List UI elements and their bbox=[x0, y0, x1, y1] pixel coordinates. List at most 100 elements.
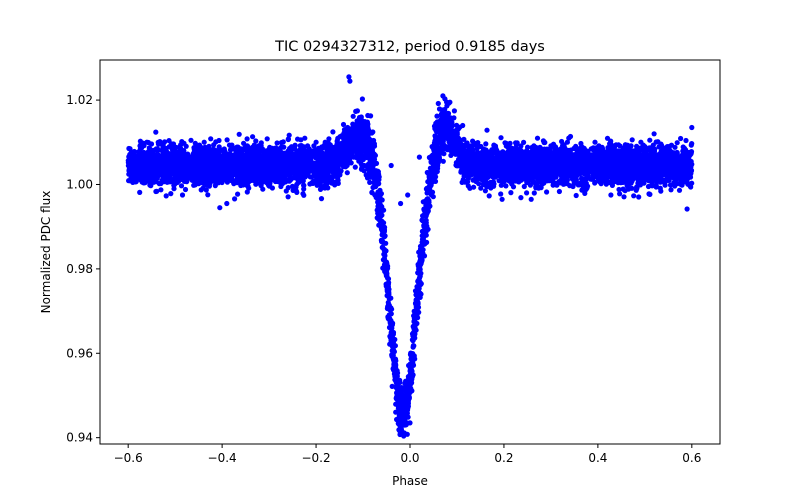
data-point bbox=[629, 137, 635, 143]
data-point bbox=[667, 182, 674, 188]
data-point bbox=[145, 139, 151, 146]
data-point bbox=[411, 353, 417, 359]
data-point bbox=[168, 191, 174, 197]
data-point bbox=[420, 213, 426, 219]
data-point bbox=[367, 179, 373, 185]
data-point bbox=[617, 191, 623, 197]
data-point bbox=[604, 135, 611, 141]
data-point bbox=[556, 188, 563, 195]
data-point bbox=[188, 137, 194, 143]
data-point bbox=[264, 136, 270, 142]
data-point bbox=[232, 196, 238, 202]
data-point bbox=[620, 186, 626, 192]
data-point bbox=[198, 187, 204, 193]
data-point bbox=[178, 183, 185, 189]
data-point bbox=[498, 135, 504, 141]
data-point bbox=[678, 135, 684, 142]
data-point bbox=[616, 186, 622, 193]
data-point bbox=[153, 129, 159, 135]
data-point bbox=[609, 182, 616, 188]
data-point bbox=[330, 129, 336, 135]
data-point bbox=[531, 143, 537, 149]
data-point bbox=[344, 170, 350, 176]
data-point bbox=[434, 113, 440, 119]
data-point bbox=[462, 178, 468, 185]
data-point bbox=[651, 131, 657, 137]
data-point bbox=[499, 196, 505, 202]
data-point bbox=[444, 103, 450, 109]
data-point bbox=[631, 193, 637, 199]
data-point bbox=[171, 186, 177, 192]
data-point bbox=[647, 137, 653, 143]
data-point bbox=[181, 140, 187, 146]
data-point bbox=[324, 147, 330, 154]
data-point bbox=[391, 343, 397, 349]
data-point bbox=[295, 136, 301, 142]
data-point bbox=[461, 136, 467, 142]
data-point bbox=[683, 137, 689, 144]
data-point bbox=[390, 352, 396, 358]
data-point bbox=[608, 192, 614, 198]
data-point bbox=[435, 100, 441, 107]
data-point bbox=[657, 185, 663, 191]
data-point bbox=[440, 158, 446, 164]
data-point bbox=[507, 140, 513, 146]
data-point bbox=[508, 190, 514, 196]
data-point bbox=[278, 144, 284, 150]
data-point bbox=[211, 142, 217, 148]
data-point bbox=[278, 183, 284, 190]
data-point bbox=[253, 138, 259, 144]
data-point bbox=[663, 147, 669, 153]
data-point bbox=[353, 153, 359, 159]
data-point bbox=[621, 194, 627, 200]
data-point bbox=[377, 187, 383, 193]
data-point bbox=[503, 183, 509, 189]
data-point bbox=[231, 181, 237, 187]
data-point bbox=[350, 113, 356, 119]
data-point bbox=[521, 139, 527, 145]
data-point bbox=[518, 195, 524, 201]
data-point bbox=[583, 180, 589, 186]
data-point bbox=[285, 194, 291, 200]
data-point bbox=[478, 185, 484, 191]
data-point bbox=[245, 183, 251, 189]
data-point bbox=[318, 196, 325, 202]
data-point bbox=[433, 120, 439, 126]
data-point bbox=[453, 162, 459, 168]
data-point bbox=[235, 191, 241, 197]
data-point bbox=[606, 174, 612, 180]
data-points bbox=[125, 74, 695, 439]
data-point bbox=[645, 183, 652, 190]
data-point bbox=[156, 181, 162, 187]
data-point bbox=[636, 194, 642, 200]
data-point bbox=[676, 187, 683, 193]
data-point bbox=[528, 196, 534, 202]
data-point bbox=[344, 162, 350, 168]
data-point bbox=[205, 192, 211, 198]
data-point bbox=[300, 191, 306, 197]
data-point bbox=[385, 276, 392, 282]
chart-title: TIC 0294327312, period 0.9185 days bbox=[274, 39, 545, 55]
data-point bbox=[561, 142, 567, 148]
data-point bbox=[592, 139, 598, 145]
data-point bbox=[674, 140, 680, 146]
data-point bbox=[557, 148, 563, 155]
data-point bbox=[484, 127, 490, 133]
data-point bbox=[451, 108, 457, 114]
data-point bbox=[419, 258, 425, 264]
data-point bbox=[435, 165, 441, 171]
data-point bbox=[141, 143, 147, 149]
data-point bbox=[289, 145, 295, 152]
data-point bbox=[345, 124, 351, 131]
data-point bbox=[335, 135, 341, 141]
data-point bbox=[410, 344, 416, 350]
data-point bbox=[274, 140, 280, 146]
data-point bbox=[471, 184, 477, 190]
data-point bbox=[629, 148, 636, 154]
data-point bbox=[340, 121, 347, 128]
data-point bbox=[527, 182, 534, 188]
data-point bbox=[359, 96, 365, 102]
data-point bbox=[236, 131, 242, 137]
data-point bbox=[137, 189, 143, 195]
